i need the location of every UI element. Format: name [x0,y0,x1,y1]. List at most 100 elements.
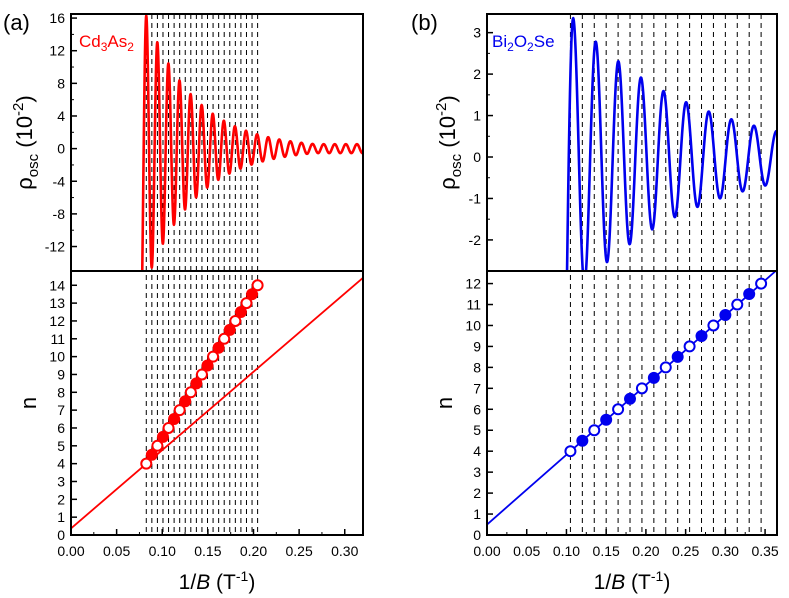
filled-point [576,434,589,447]
y-tick-label: 11 [50,331,65,347]
y-tick-label: 4 [57,108,65,124]
filled-point [719,309,732,321]
open-point [162,421,175,434]
y-tick-label: 12 [49,43,65,59]
y-tick-label: 12 [49,313,65,329]
x-label-italic: B [196,571,210,594]
top-plot-area [565,16,777,271]
x-tick-label: 0.20 [240,543,267,559]
y-tick-label: 8 [57,75,65,91]
panel-frame [70,13,364,536]
y-tick-label: -2 [469,232,482,248]
x-label-superscript: -1 [236,568,249,584]
x-tick-label: 0.15 [593,543,620,559]
panel-label: (b) [411,10,438,35]
x-axis: 0.00 0.05 0.10 0.15 0.20 0.25 0.30 [57,529,359,559]
x-tick-label: 0.10 [149,543,176,559]
panel-frame [486,13,778,536]
top-y-axis: -2 -1 0 1 2 3 [469,25,493,248]
y-tick-label: 0 [57,141,65,157]
rho-symbol: ρ [435,177,460,190]
y-tick-label: 14 [49,277,65,293]
material-label: Cd3As2 [79,32,134,54]
y-tick-label: 3 [473,25,481,41]
y-label-close: ) [12,95,37,102]
x-tick-label: 0.20 [632,543,659,559]
open-point [195,368,208,381]
y-label-subscript: osc [25,153,42,177]
y-tick-label: 3 [57,473,65,489]
filled-point [190,377,203,390]
panel-b-bi2o2se: 0.00 0.05 0.10 0.15 0.20 0.25 0.30 0.351/B (T-1… [411,10,779,594]
open-point [635,382,648,395]
y-tick-label: -12 [45,239,65,255]
filled-point [624,392,637,405]
y-tick-label: 11 [466,297,481,313]
open-point [707,319,720,332]
y-tick-label: 1 [473,108,481,124]
y-tick-label: 4 [473,443,481,459]
filled-point [179,395,192,408]
filled-point [695,329,708,342]
y-tick-label: 10 [465,317,481,333]
open-point [140,457,153,470]
material-subscript: 3 [101,40,108,54]
open-point [564,445,577,458]
open-point [251,279,264,292]
x-tick-label: 0.10 [553,543,580,559]
filled-point [168,413,181,426]
x-tick-label: 0.25 [672,543,699,559]
material-subscript: 2 [507,40,514,54]
open-point [240,297,253,310]
y-tick-label: 13 [49,295,65,311]
x-tick-label: 0.05 [103,543,130,559]
y-tick-label: 7 [57,402,65,418]
y-tick-label: 9 [473,338,481,354]
y-label-superscript: -2 [433,103,450,116]
bottom-y-axis-label: n [16,397,41,409]
y-tick-label: 2 [473,66,481,82]
x-tick-label: 0.15 [194,543,221,559]
material-part: Cd [79,32,101,51]
open-point [229,314,242,327]
y-label-unit: (10 [12,116,37,154]
filled-point [212,341,225,354]
oscillation-line [140,14,363,271]
x-label-part: (T [210,571,236,594]
filled-point [246,288,259,301]
open-point [731,298,744,311]
panel-label: (a) [3,10,30,35]
open-point [173,404,186,417]
filled-point [600,413,613,426]
y-tick-label: 1 [57,509,65,525]
open-point [151,439,164,452]
material-subscript: 2 [127,40,134,54]
y-label-close: ) [435,95,460,102]
material-part: O [514,32,527,51]
y-label-unit: (10 [435,116,460,154]
y-tick-label: 0 [57,527,65,543]
x-axis: 0.00 0.05 0.10 0.15 0.20 0.25 0.30 0.35 [473,529,779,559]
rho-symbol: ρ [12,177,37,190]
x-tick-label: 0.00 [473,543,500,559]
x-label-part: (T [625,571,651,594]
open-point [755,277,768,290]
x-label-part: ) [248,571,255,594]
filled-point [223,323,236,336]
x-axis-label: 1/B (T-1) [179,568,256,594]
top-y-axis: -12 -8 -4 0 4 8 12 16 [45,10,77,255]
bottom-plot-area [487,271,777,526]
material-part: Se [534,32,555,51]
bottom-plot-area [71,277,363,530]
material-label: Bi2O2Se [492,32,555,54]
top-plot-area [140,14,363,271]
filled-point [743,288,756,301]
y-tick-label: 3 [473,464,481,480]
x-axis-label: 1/B (T-1) [594,568,671,594]
y-tick-label: 12 [465,276,481,292]
y-tick-label: 5 [57,438,65,454]
open-point [218,332,231,345]
y-tick-label: -1 [469,190,482,206]
